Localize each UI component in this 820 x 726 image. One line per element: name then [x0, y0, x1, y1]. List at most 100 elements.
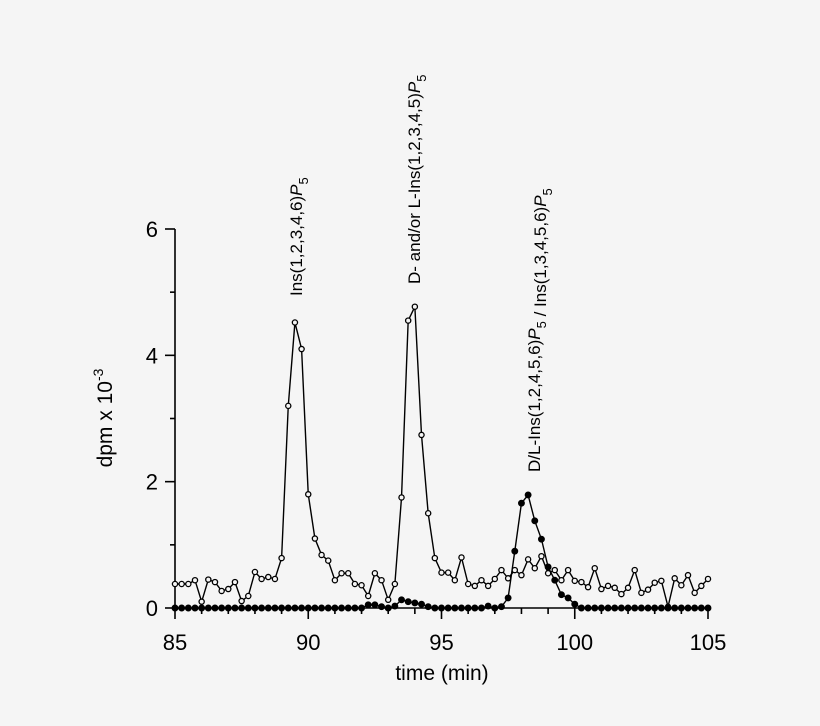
filled-circle-marker: [451, 604, 459, 612]
open-circle-marker: [571, 577, 579, 585]
open-circle-marker: [471, 582, 479, 590]
filled-circle-marker: [398, 596, 405, 604]
open-circle-marker: [311, 535, 319, 542]
open-circle-marker: [238, 597, 245, 605]
filled-circle-marker: [624, 604, 632, 612]
open-circle-marker: [584, 583, 592, 591]
filled-circle-marker: [231, 604, 239, 612]
filled-circle-marker: [591, 604, 599, 612]
open-circle-marker: [285, 402, 292, 410]
y-tick-label: 0: [146, 596, 158, 621]
peak-annotations: Ins(1,2,3,4,6)P5 D- and/or L-Ins(1,2,3,4,…: [287, 75, 555, 472]
open-circle-marker: [438, 569, 445, 576]
filled-circle-marker: [298, 604, 306, 612]
open-circle-marker: [558, 576, 565, 584]
svg-text:D/L-Ins(1,2,4,5,6)P5 / Ins(1,3: D/L-Ins(1,2,4,5,6)P5 / Ins(1,3,4,5,6)P5: [525, 188, 555, 472]
filled-circle-marker: [404, 598, 412, 606]
open-circle-marker: [598, 585, 605, 593]
filled-circle-marker: [311, 604, 319, 612]
filled-circle-marker: [544, 563, 552, 571]
x-tick-label: 105: [690, 630, 727, 655]
filled-circle-marker: [518, 499, 525, 507]
filled-circle-marker: [611, 604, 619, 612]
filled-circle-marker: [471, 604, 479, 612]
peak-annotation: Ins(1,2,3,4,6)P5: [287, 177, 311, 296]
filled-circle-marker: [631, 604, 639, 612]
open-circle-marker: [678, 582, 685, 589]
filled-circle-marker: [577, 604, 585, 612]
open-circle-marker: [344, 570, 352, 577]
open-circle-marker: [551, 566, 559, 574]
open-circle-marker: [691, 589, 698, 597]
open-circle-marker: [631, 566, 638, 574]
filled-circle-marker: [211, 604, 219, 612]
open-circle-marker: [491, 575, 499, 583]
x-tick-label: 85: [163, 630, 187, 655]
filled-circle-marker: [218, 604, 226, 612]
open-circle-marker: [211, 578, 219, 586]
peak-annotation: D/L-Ins(1,2,4,5,6)P5 / Ins(1,3,4,5,6)P5: [525, 188, 555, 472]
open-circle-marker: [418, 431, 425, 439]
filled-circle-marker: [671, 604, 679, 612]
filled-circle-marker: [378, 603, 385, 611]
x-tick-label: 100: [556, 630, 593, 655]
filled-circle-marker: [491, 604, 499, 612]
open-circle-marker: [591, 564, 598, 572]
open-circle-marker: [291, 319, 299, 326]
filled-circle-marker: [677, 604, 685, 612]
open-circle-marker: [651, 579, 658, 586]
open-circle-marker: [258, 575, 265, 583]
open-circle-marker: [524, 556, 532, 563]
filled-circle-marker: [637, 604, 645, 612]
filled-circle-marker: [657, 604, 665, 612]
open-circle-marker: [185, 580, 192, 588]
y-axis-label-text: dpm x 10: [94, 381, 117, 467]
filled-circle-marker: [351, 604, 359, 612]
filled-circle-marker: [651, 604, 659, 612]
filled-circle-marker: [604, 604, 612, 612]
series-line-filled: [175, 493, 708, 609]
open-circle-marker: [538, 552, 545, 560]
filled-circle-marker: [244, 604, 252, 612]
filled-circle-marker: [498, 603, 505, 611]
filled-circle-marker: [571, 600, 579, 608]
series-line-open: [175, 306, 709, 607]
filled-circle-marker: [551, 576, 559, 584]
filled-circle-marker: [617, 604, 625, 612]
filled-circle-marker: [278, 604, 286, 612]
open-circle-marker: [658, 577, 665, 585]
open-circle-marker: [265, 573, 272, 581]
filled-circle-marker: [691, 604, 699, 612]
open-circle-marker: [398, 494, 405, 501]
open-circle-marker: [644, 586, 652, 593]
open-circle-marker: [618, 590, 625, 598]
filled-circle-marker: [344, 604, 352, 612]
series-lines: [175, 306, 709, 609]
filled-circle-marker: [384, 604, 392, 612]
filled-circle-marker: [424, 603, 432, 611]
x-tick-label: 90: [296, 630, 320, 655]
filled-circle-marker: [418, 600, 425, 608]
open-circle-marker: [298, 345, 305, 353]
filled-circle-marker: [198, 604, 206, 612]
series-markers: [171, 303, 712, 612]
open-circle-marker: [411, 303, 419, 310]
open-circle-marker: [278, 554, 285, 562]
open-circle-marker: [338, 570, 345, 577]
open-circle-marker: [484, 582, 492, 590]
open-circle-marker: [364, 592, 372, 600]
open-circle-marker: [225, 585, 232, 593]
open-circle-marker: [464, 580, 472, 588]
filled-circle-marker: [224, 604, 232, 612]
filled-circle-marker: [684, 604, 692, 612]
open-circle-marker: [498, 566, 505, 574]
open-circle-marker: [424, 509, 432, 517]
open-circle-marker: [404, 317, 412, 324]
open-circle-marker: [578, 578, 585, 586]
open-circle-marker: [191, 576, 199, 584]
open-circle-marker: [684, 571, 692, 579]
x-tick-label: 95: [429, 630, 453, 655]
y-tick-label: 2: [146, 470, 158, 495]
axes: 0 2 4 6 85 90 95 100 105: [146, 217, 727, 655]
